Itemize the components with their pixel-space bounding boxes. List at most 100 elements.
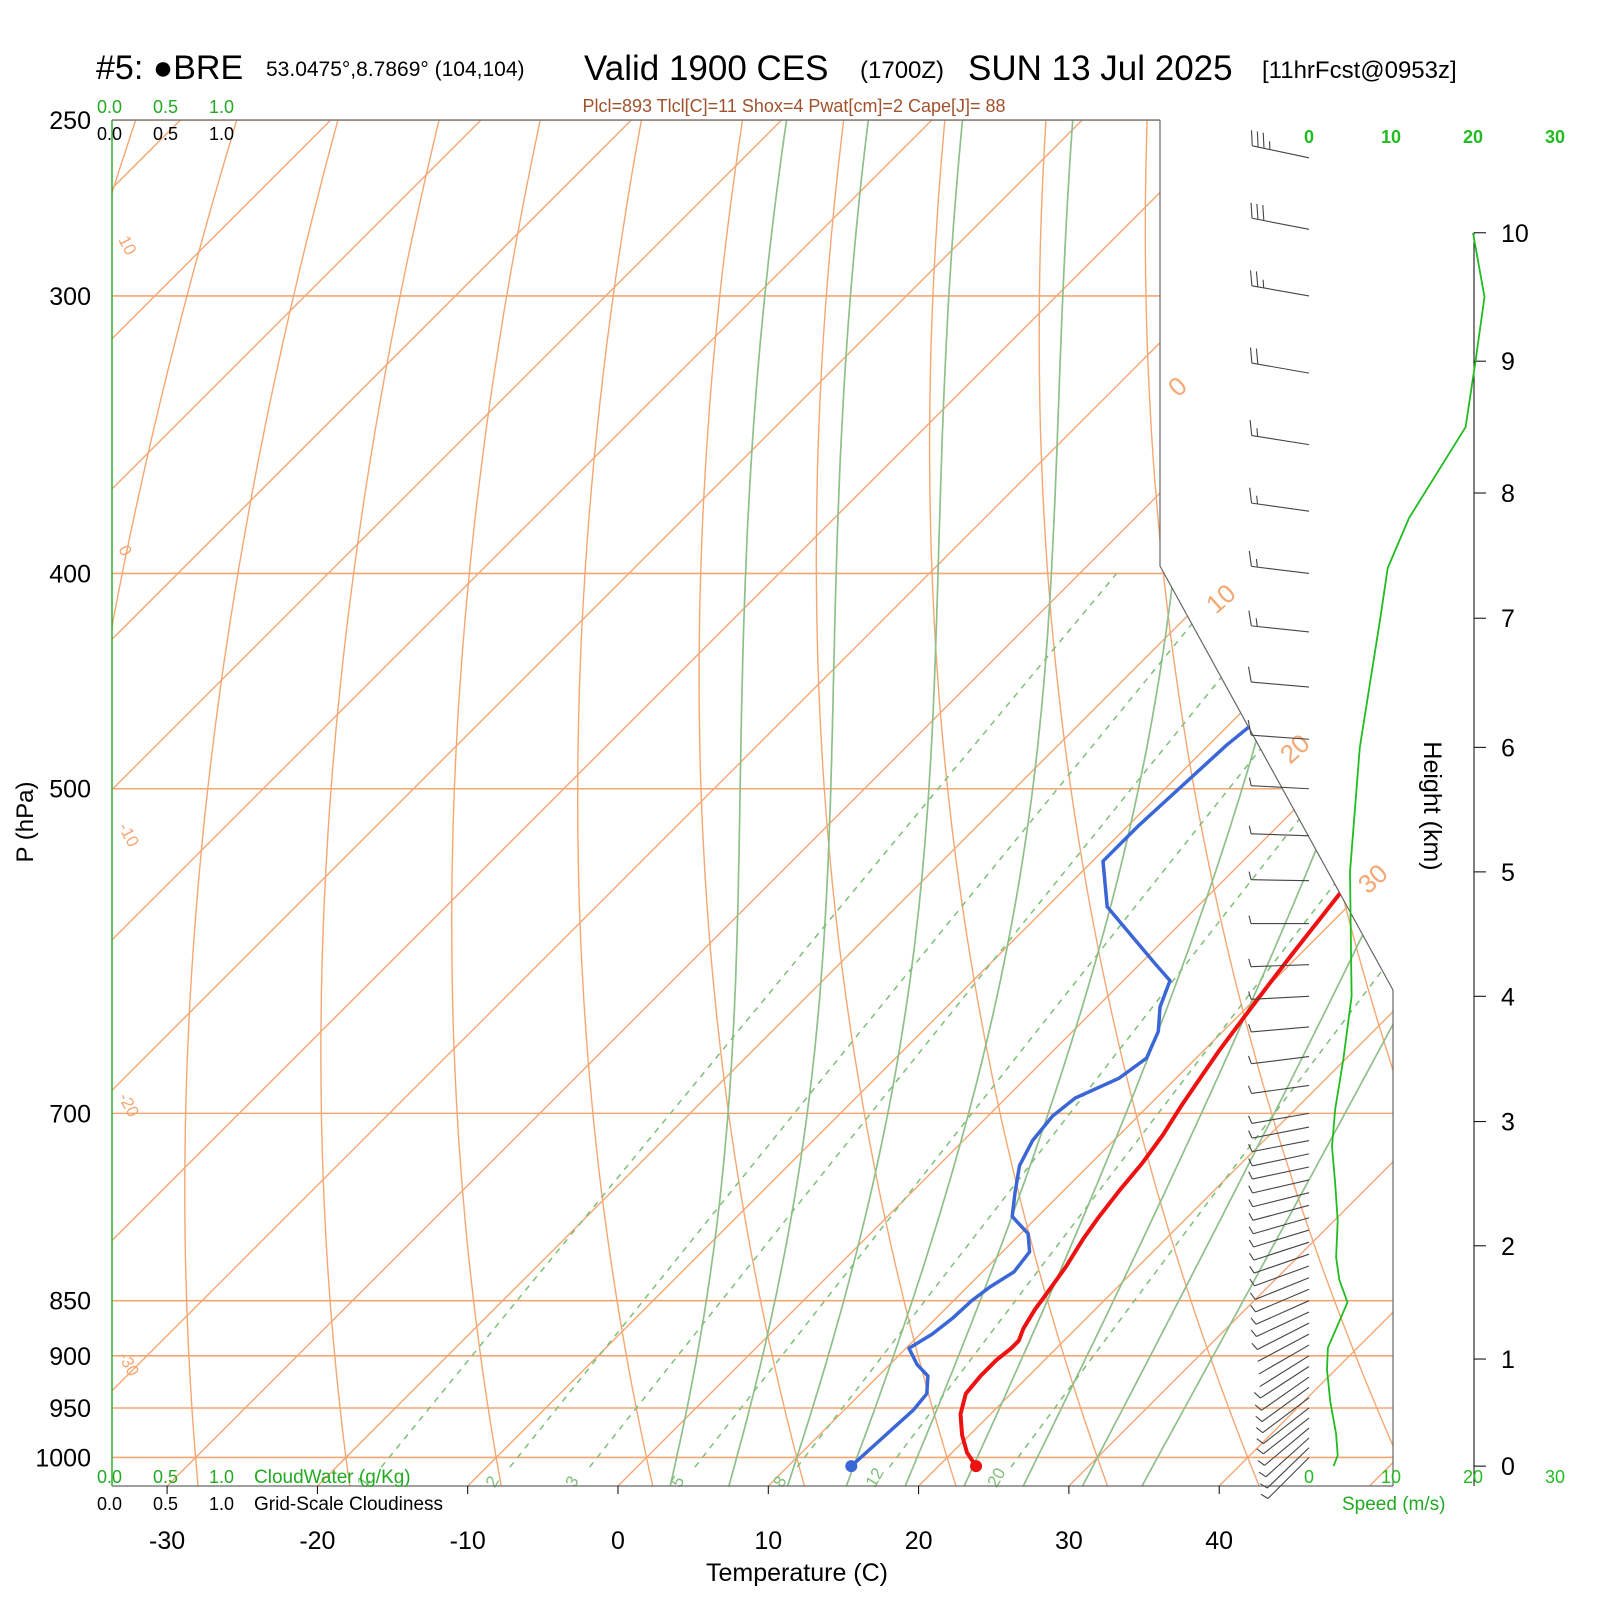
wind-barb — [1247, 1055, 1310, 1065]
wind-barb — [1259, 1447, 1310, 1489]
wind-barb — [1248, 1217, 1310, 1235]
dry-adiabat — [112, 120, 308, 1486]
wind-barb — [1248, 1126, 1310, 1139]
cloud-bottom-green-2: 1.0 — [209, 1467, 234, 1487]
cloud-scale-bottom: 0.0 0.5 1.0 CloudWater (g/Kg) 0.0 0.5 1.… — [97, 1467, 443, 1515]
isotherm-line — [112, 120, 1384, 1486]
wind-barb-shaft — [1252, 1179, 1310, 1194]
wind-barb-shaft — [1264, 1427, 1310, 1466]
wind-barb-flag — [1249, 270, 1253, 286]
wind-barb — [1248, 666, 1310, 688]
wind-barb-shaft — [1262, 1417, 1310, 1455]
wind-barb — [1248, 1023, 1310, 1033]
wind-barb-flag — [1248, 1199, 1254, 1207]
wind-barb-flag — [1256, 203, 1259, 220]
wind-speed-line — [1326, 232, 1486, 1467]
wind-barb-flag — [1247, 1055, 1252, 1064]
mixing-ratio-label: 3 — [562, 1473, 583, 1491]
x-tick-label: 40 — [1205, 1527, 1233, 1555]
isotherm-line — [316, 120, 1393, 1486]
wind-barb-flag — [1248, 666, 1252, 683]
plot-border — [1159, 120, 1394, 1486]
wind-barb-flag — [1262, 132, 1265, 149]
wind-barb — [1256, 1407, 1310, 1445]
wind-barbs — [1247, 130, 1310, 1499]
isotherm-line — [112, 120, 933, 1486]
wind-barb-flag — [1247, 719, 1252, 736]
wind-barb-shaft — [1251, 964, 1310, 968]
wind-barb-flag — [1250, 130, 1253, 146]
wind-barb — [1248, 777, 1310, 790]
wind-barb-flag — [1248, 1115, 1253, 1124]
moist-adiabat — [1022, 120, 1393, 1486]
dry-adiabat — [1144, 120, 1393, 1486]
moist-adiabat — [845, 120, 1095, 1486]
wind-barb — [1249, 270, 1310, 297]
wind-barb-shaft — [1265, 1437, 1310, 1478]
wind-barb-flag — [1249, 420, 1253, 436]
dry-adiabat — [450, 120, 592, 1486]
wind-barb-shaft — [1252, 1153, 1310, 1167]
wind-barb-flag — [1248, 915, 1252, 924]
wind-barb-shaft — [1257, 1322, 1310, 1350]
wind-barb-flag — [1248, 1171, 1253, 1180]
wind-barb — [1253, 1366, 1310, 1399]
dry-adiabat — [184, 120, 402, 1486]
cloudwater-label: CloudWater (g/Kg) — [254, 1467, 411, 1488]
speed-tick-label: 10 — [1381, 127, 1401, 147]
wind-barb-shaft — [1251, 734, 1310, 740]
wind-barb-shaft — [1261, 1387, 1310, 1423]
isotherm-line — [112, 120, 1083, 1486]
wind-barb-flag — [1262, 279, 1265, 288]
wind-barb-shaft — [1260, 1366, 1310, 1399]
surface-dewpoint-marker — [845, 1460, 858, 1473]
cloud-top-black-2: 1.0 — [209, 124, 234, 144]
cloud-scale-top: 0.0 0.5 1.0 0.0 0.5 1.0 — [97, 97, 234, 144]
dry-adiabat — [1038, 120, 1260, 1486]
wind-barb-flag — [1256, 1448, 1264, 1455]
dry-adiabat-label: -20 — [114, 1090, 142, 1121]
dry-adiabat-label: 10 — [1200, 578, 1242, 620]
wind-barb-flag — [1250, 1317, 1257, 1325]
wind-barb — [1250, 202, 1310, 230]
height-axis-title: Height (km) — [1418, 741, 1446, 870]
wind-barb-flag — [1248, 1226, 1254, 1235]
dry-adiabat-label: 0 — [1162, 370, 1193, 402]
forecast-info: [11hrFcst@0953z] — [1262, 57, 1457, 84]
wind-barb — [1251, 1322, 1310, 1350]
wind-barb — [1248, 958, 1310, 968]
mixing-ratio-line — [589, 573, 1307, 1468]
cloud-bottom-black-2: 1.0 — [209, 1494, 234, 1514]
wind-barb-shaft — [1258, 1344, 1310, 1375]
wind-barb — [1248, 1140, 1310, 1153]
wind-barb-shaft — [1261, 1376, 1310, 1411]
x-tick-label: -20 — [299, 1527, 335, 1555]
wind-barb — [1250, 130, 1310, 159]
wind-barb — [1248, 1229, 1310, 1248]
wind-barb-flag — [1256, 428, 1259, 437]
y-tick-label: 950 — [49, 1395, 91, 1423]
dry-adiabat-label: 30 — [1352, 858, 1394, 900]
wind-barb — [1248, 1179, 1310, 1194]
wind-barb — [1257, 1427, 1310, 1466]
x-tick-label: -10 — [450, 1527, 486, 1555]
height-tick-label: 8 — [1501, 480, 1515, 508]
wind-barb-flag — [1255, 1415, 1263, 1422]
wind-barb-shaft — [1251, 1026, 1310, 1033]
wind-barb — [1249, 1277, 1310, 1300]
wind-barb — [1257, 1333, 1310, 1362]
wind-barb-flag — [1259, 1483, 1268, 1489]
wind-barb-flag — [1255, 558, 1258, 568]
wind-barb-shaft — [1262, 1397, 1310, 1434]
wind-barb-flag — [1250, 1305, 1257, 1313]
moist-adiabat — [904, 120, 1219, 1486]
height-tick-label: 4 — [1501, 983, 1515, 1011]
wind-barb — [1249, 487, 1310, 512]
wind-barb-flag — [1249, 1278, 1255, 1287]
isotherm-line — [467, 120, 1393, 1486]
wind-barb-shaft — [1251, 362, 1310, 374]
chart-header: #5: ●BRE 53.0475°,8.7869° (104,104) Vali… — [96, 49, 1457, 116]
wind-barb — [1247, 1084, 1310, 1095]
wind-barb — [1250, 1311, 1310, 1337]
